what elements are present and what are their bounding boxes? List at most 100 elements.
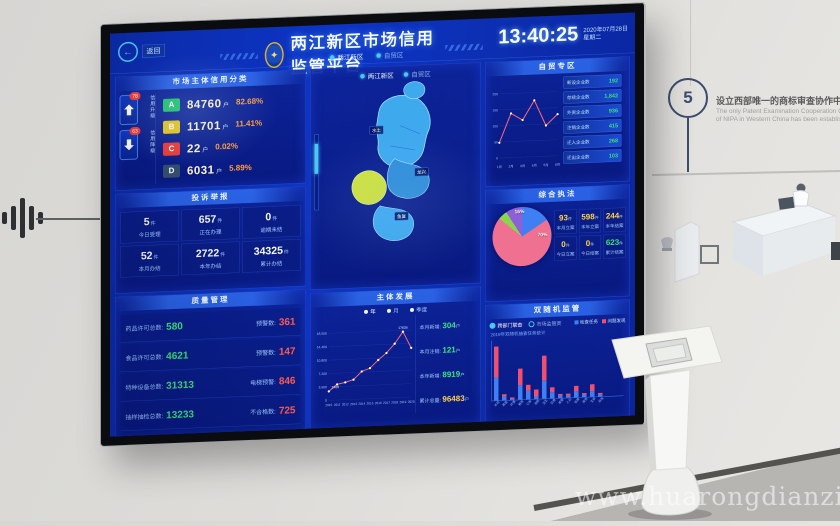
map-tab[interactable]: 两江新区: [360, 70, 394, 81]
law-value: 244: [605, 211, 620, 221]
law-unit: 件: [619, 240, 624, 246]
bar-segment-blue: [518, 385, 523, 400]
svg-text:2016: 2016: [375, 401, 382, 405]
bar-x-label: 卫生: [542, 398, 549, 406]
law-label: 本年立案: [580, 223, 599, 230]
complaint-value-row: 657件: [183, 212, 238, 226]
bar-x-label: 质监: [502, 400, 509, 408]
quality-value-red: 147: [278, 345, 296, 358]
legend-label: 检查任务: [579, 318, 598, 325]
dev-stat: 本月注销:121户: [420, 345, 478, 356]
district-map[interactable]: [311, 63, 481, 289]
map-tab-label: 自贸区: [411, 70, 431, 79]
law-cell: 623件 累计结案: [603, 233, 626, 259]
quality-right: 电梯预警: 846: [250, 375, 295, 388]
grade-unit: 户: [202, 145, 209, 154]
law-label: 本年结案: [605, 222, 624, 229]
law-cell: 244件 本年结案: [603, 207, 626, 233]
svg-text:2月: 2月: [509, 164, 514, 168]
grade-unit: 户: [222, 123, 229, 131]
svg-text:2019: 2019: [399, 400, 406, 404]
map-area-label: 鱼复: [394, 211, 409, 221]
stacked-bar: [590, 384, 595, 397]
ftz-row-value: 192: [608, 77, 618, 84]
tab-dot-icon: [360, 73, 365, 79]
quality-row: 抽样抽检总数: 13233 不合格数: 725: [120, 396, 301, 432]
bar-x-label: 税务: [518, 399, 525, 407]
dev-legend-item[interactable]: 年: [363, 307, 376, 315]
pie-label: 16%: [514, 208, 525, 215]
milestone-en-line1: The only Patent Examination Cooperation …: [716, 108, 840, 115]
credit-up-button[interactable]: 78: [119, 91, 141, 126]
complaint-label: 逾期未结: [260, 226, 283, 234]
grade-badge: B: [163, 120, 180, 134]
bar-x-label: 环保: [510, 400, 517, 407]
dev-stat: 本年新增:8919户: [420, 369, 478, 380]
dev-stat-value: 8919: [442, 369, 461, 379]
ftz-list: 新设企业数 192 存续企业数 1,842 外资企业数 936 注销企业数 415 迁入企业数 2…: [563, 74, 622, 176]
random-tab[interactable]: 跨部门联查: [489, 321, 523, 330]
back-arrow-icon: ←: [118, 41, 138, 63]
complaint-cell: 657件正在办理: [181, 207, 240, 242]
up-count-badge: 78: [129, 91, 141, 101]
credit-down-button[interactable]: 63: [119, 126, 141, 161]
complaint-unit: 件: [272, 215, 278, 222]
bar-segment-red: [542, 355, 547, 381]
header-subtab[interactable]: 自贸区: [376, 50, 403, 61]
wall-milestone: 5 设立西部唯一的商标审查协作中心。 The only Patent Exami…: [668, 78, 840, 172]
credit-row: D 6031 户 5.89%: [163, 155, 301, 183]
wall-side-tag: [831, 242, 840, 260]
complaint-unit: 件: [150, 220, 156, 227]
tab-dot-icon: [403, 72, 409, 77]
ftz-row-value: 268: [608, 137, 618, 144]
slider-thumb[interactable]: [314, 143, 318, 174]
svg-text:3,600: 3,600: [319, 385, 328, 389]
center-column: 两江新区 自贸区 水土 龙兴 鱼复 主体发展 年月季度 18,0: [310, 62, 481, 431]
quality-value-red: 725: [278, 404, 296, 417]
complaint-cell: 34325件 累计办结: [242, 238, 301, 273]
ftz-row-label: 新设企业数: [567, 79, 590, 86]
grade-count: 11701: [187, 118, 221, 133]
random-tab-label: 跨部门联查: [497, 322, 523, 330]
tab-dot-icon: [329, 55, 335, 60]
dashboard-body: 市场主体信用分类 78 信用升级: [110, 53, 635, 437]
grade-badge: D: [163, 164, 180, 178]
header-subtab[interactable]: 两江新区: [329, 51, 363, 62]
header-deco-right: [445, 43, 483, 52]
map-tab[interactable]: 自贸区: [403, 69, 431, 80]
ftz-row-value: 1,842: [604, 92, 618, 99]
back-button[interactable]: ← 返回: [118, 40, 165, 63]
map-panel: 两江新区 自贸区 水土 龙兴 鱼复: [310, 62, 481, 291]
bar-segment-blue: [542, 380, 547, 399]
bar-x-label: 人社: [566, 398, 573, 405]
svg-text:5月: 5月: [543, 163, 548, 167]
complaint-cell: 5件 今日受理: [120, 209, 179, 244]
dev-legend-item[interactable]: 月: [386, 307, 399, 315]
legend-label: 月: [393, 308, 399, 315]
wall-seam: [690, 0, 691, 86]
dev-stat-unit: 户: [460, 372, 465, 378]
milestone-en-line2: of NIPA in Western China has been establ…: [716, 116, 840, 123]
svg-text:0: 0: [496, 156, 498, 160]
random-tab[interactable]: 市场监管类: [528, 319, 562, 328]
stacked-bar: [550, 387, 555, 399]
bar-x-label: 城管: [558, 398, 565, 405]
complaint-label: 正在办理: [199, 229, 222, 237]
law-value-row: 0件: [556, 240, 576, 250]
complaint-label: 本年办结: [199, 263, 222, 271]
law-unit: 件: [590, 241, 595, 247]
legend-swatch-icon: [574, 320, 579, 325]
complaint-value: 2722: [195, 247, 220, 260]
grade-percent: 82.68%: [235, 96, 264, 107]
law-label: 本月立案: [556, 224, 575, 231]
grade-badge: C: [163, 142, 180, 156]
map-zoom-slider: [314, 134, 319, 211]
bar-x-label: 交通: [550, 398, 557, 406]
svg-text:7,200: 7,200: [319, 372, 328, 376]
stacked-bar: [534, 389, 539, 400]
grade-badge: A: [163, 98, 180, 112]
milestone-text-cn: 设立西部唯一的商标审查协作中心。: [716, 96, 840, 106]
screen-bezel: ← 返回 ✦ 两江新区市场信用监管平台 两江新区 自贸区 13:40:25 202…: [100, 2, 646, 448]
dev-legend-item[interactable]: 季度: [409, 305, 427, 314]
law-value: 93: [559, 213, 568, 223]
